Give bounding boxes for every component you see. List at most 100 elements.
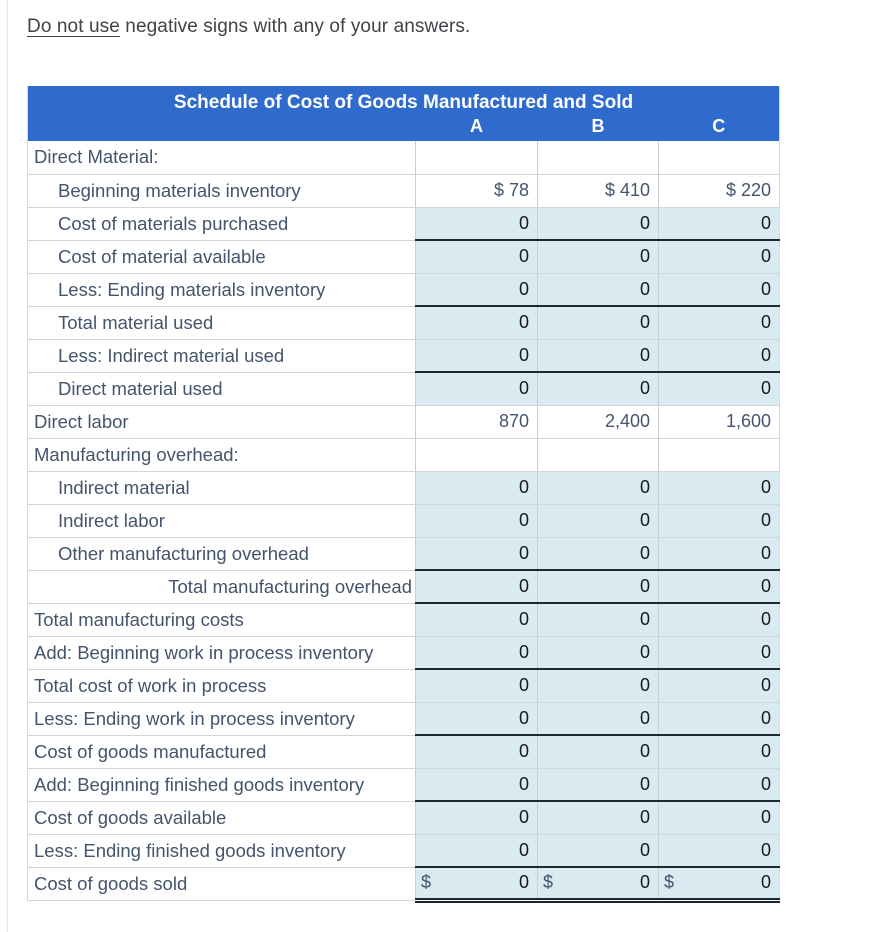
answer-cell[interactable]: 0 [658,668,780,703]
value-cell: 1,600 [658,405,780,439]
answer-cell[interactable]: 0 [415,569,538,604]
row-label: Total cost of work in process [27,669,416,703]
answer-cell[interactable]: 0 [658,207,780,241]
value-cell [415,438,538,472]
answer-cell[interactable]: 0 [658,371,780,406]
answer-cell[interactable]: 0 [537,800,659,835]
value-cell: $ 220 [658,174,780,208]
row-label: Total material used [27,306,416,340]
answer-cell[interactable]: 0 [415,471,538,505]
answer-cell[interactable]: 0 [415,768,538,802]
answer-cell[interactable]: 0 [415,537,538,571]
answer-cell[interactable]: 0 [537,668,659,703]
instruction-text: Do not use negative signs with any of yo… [27,16,470,38]
table-row: Other manufacturing overhead 0 0 0 [27,537,780,571]
answer-cell[interactable]: 0 [415,305,538,340]
table-row: Total manufacturing costs 0 0 0 [27,602,780,637]
answer-cell[interactable]: 0 [415,207,538,241]
answer-cell[interactable]: 0 [537,636,659,670]
currency-value-pair: $0 [538,872,650,893]
answer-cell[interactable]: 0 [658,569,780,604]
answer-cell[interactable]: 0 [537,305,659,340]
answer-cell[interactable]: 0 [537,273,659,307]
table-row: Less: Ending finished goods inventory 0 0 0 [27,834,780,868]
answer-cell[interactable]: 0 [415,834,538,868]
answer-cell[interactable]: 0 [658,702,780,736]
answer-cell[interactable]: 0 [415,734,538,769]
row-label: Less: Ending finished goods inventory [27,834,416,868]
answer-cell[interactable]: 0 [415,273,538,307]
table-row: Beginning materials inventory $ 78 $ 410 $ … [27,174,780,208]
schedule-table-container: Schedule of Cost of Goods Manufactured a… [27,86,780,903]
row-label: Direct Material: [27,141,416,175]
answer-cell[interactable]: 0 [537,471,659,505]
answer-cell[interactable]: 0 [658,636,780,670]
row-label: Cost of goods sold [27,867,416,901]
answer-cell[interactable]: $0 [537,866,659,903]
answer-cell[interactable]: 0 [658,471,780,505]
answer-cell[interactable]: 0 [537,734,659,769]
answer-cell[interactable]: 0 [658,273,780,307]
table-title: Schedule of Cost of Goods Manufactured a… [27,86,780,116]
answer-cell[interactable]: 0 [537,339,659,373]
answer-cell[interactable]: 0 [415,636,538,670]
row-label: Cost of material available [27,240,416,274]
answer-cell[interactable]: 0 [537,834,659,868]
answer-cell[interactable]: 0 [537,702,659,736]
answer-cell[interactable]: 0 [658,537,780,571]
row-label: Other manufacturing overhead [27,537,416,571]
answer-cell[interactable]: 0 [537,768,659,802]
answer-cell[interactable]: 0 [537,207,659,241]
answer-cell[interactable]: 0 [658,504,780,538]
answer-cell[interactable]: 0 [537,602,659,637]
currency-symbol: $ [421,872,432,893]
value-cell [537,141,659,175]
answer-cell[interactable]: 0 [658,339,780,373]
answer-cell[interactable]: $0 [658,866,780,903]
row-label: Direct material used [27,372,416,406]
row-label: Beginning materials inventory [27,174,416,208]
currency-value-pair: $0 [416,872,529,893]
answer-cell[interactable]: 0 [658,800,780,835]
answer-cell[interactable]: 0 [658,305,780,340]
page-edge-divider [7,0,8,932]
row-label: Cost of goods available [27,801,416,835]
value-cell [658,141,780,175]
cogs-schedule-table: Schedule of Cost of Goods Manufactured a… [27,86,780,903]
answer-cell[interactable]: 0 [537,239,659,274]
answer-cell[interactable]: 0 [415,602,538,637]
table-row: Total material used 0 0 0 [27,305,780,340]
answer-cell[interactable]: 0 [537,504,659,538]
row-label: Total manufacturing costs [27,603,416,637]
table-row: Total cost of work in process 0 0 0 [27,668,780,703]
instruction-emphasis: Do not use [27,16,120,37]
table-row: Add: Beginning work in process inventory… [27,636,780,670]
column-header-a: A [415,116,538,141]
instruction-rest: negative signs with any of your answers. [119,16,471,37]
row-label: Indirect material [27,471,416,505]
answer-cell[interactable]: 0 [658,602,780,637]
table-row: Cost of goods sold $0 $0 $0 [27,866,780,903]
answer-cell[interactable]: 0 [658,834,780,868]
row-label: Cost of materials purchased [27,207,416,241]
answer-cell[interactable]: 0 [537,371,659,406]
answer-value: 0 [518,872,529,893]
answer-cell[interactable]: 0 [415,702,538,736]
row-label: Add: Beginning finished goods inventory [27,768,416,802]
answer-cell[interactable]: 0 [537,569,659,604]
answer-cell[interactable]: 0 [658,768,780,802]
answer-cell[interactable]: 0 [415,504,538,538]
table-row: Manufacturing overhead: [27,438,780,472]
table-row: Less: Indirect material used 0 0 0 [27,339,780,373]
answer-cell[interactable]: 0 [415,339,538,373]
answer-cell[interactable]: 0 [415,239,538,274]
answer-cell[interactable]: 0 [658,734,780,769]
answer-cell[interactable]: $0 [415,866,538,903]
answer-cell[interactable]: 0 [537,537,659,571]
answer-cell[interactable]: 0 [658,239,780,274]
answer-cell[interactable]: 0 [415,371,538,406]
table-row: Less: Ending work in process inventory 0 0… [27,702,780,736]
label-column-header [27,116,416,141]
answer-cell[interactable]: 0 [415,800,538,835]
answer-cell[interactable]: 0 [415,668,538,703]
